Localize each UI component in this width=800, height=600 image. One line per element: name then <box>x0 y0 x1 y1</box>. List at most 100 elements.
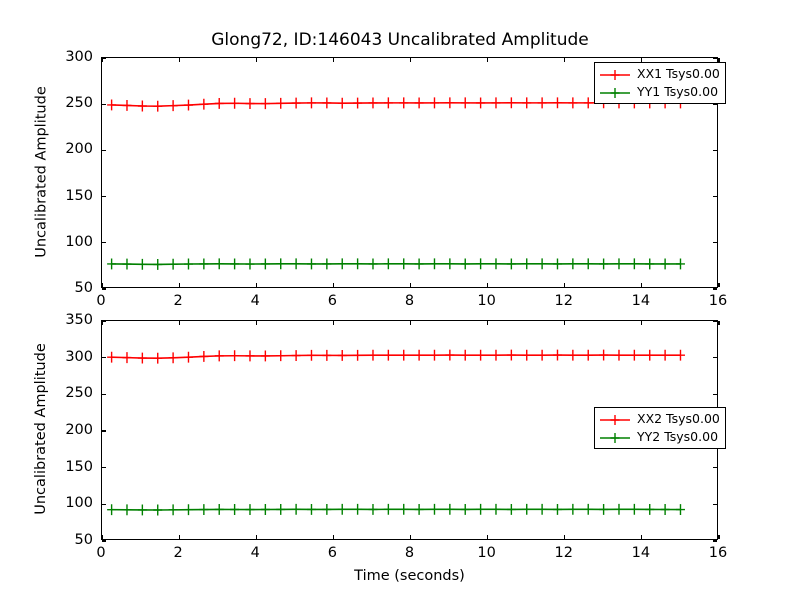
data-marker <box>537 349 547 361</box>
data-marker <box>199 504 209 516</box>
xtick-mark-top <box>718 321 720 325</box>
data-marker <box>153 352 163 364</box>
xtick-mark-top <box>641 321 643 325</box>
data-marker <box>383 97 393 109</box>
plot-area-bottom <box>107 349 685 516</box>
legend-row: YY1 Tsys0.00 <box>599 84 720 100</box>
xtick-mark-top <box>487 58 489 62</box>
data-marker <box>460 503 470 515</box>
ytick-label: 250 <box>65 385 93 402</box>
ytick-mark <box>102 430 106 432</box>
data-marker <box>599 503 609 515</box>
data-marker <box>414 97 424 109</box>
data-marker <box>260 504 270 515</box>
ytick-mark-right <box>713 467 717 469</box>
data-marker <box>230 504 240 515</box>
legend-row: YY2 Tsys0.00 <box>599 429 720 445</box>
xtick-mark-top <box>564 321 566 325</box>
data-marker <box>214 503 224 515</box>
data-marker <box>599 258 609 270</box>
plot-area-top <box>107 97 685 270</box>
xtick-mark <box>332 283 334 287</box>
ytick-label: 150 <box>65 187 93 204</box>
data-marker <box>337 258 347 270</box>
series-xx2 <box>107 349 685 364</box>
ytick-mark <box>102 242 106 244</box>
data-marker <box>645 349 655 361</box>
data-marker <box>276 350 286 362</box>
xtick-label: 6 <box>327 545 337 561</box>
ytick-mark <box>102 196 106 198</box>
chart-title: Glong72, ID:146043 Uncalibrated Amplitud… <box>211 30 589 50</box>
data-marker <box>168 352 178 364</box>
series-yy2 <box>107 503 685 516</box>
data-marker <box>306 349 316 361</box>
ytick-mark-right <box>713 393 717 395</box>
data-marker <box>107 504 117 516</box>
data-marker <box>460 349 470 361</box>
ytick-mark-right <box>713 540 717 542</box>
data-marker <box>306 97 316 109</box>
data-marker <box>353 97 363 109</box>
x-axis-label: Time (seconds) <box>354 568 465 584</box>
xtick-label: 14 <box>631 293 651 309</box>
data-marker <box>122 258 132 270</box>
legend-swatch-yy1-icon <box>599 85 631 99</box>
data-marker <box>476 349 486 361</box>
xtick-mark-top <box>332 58 334 62</box>
xtick-mark <box>101 283 103 287</box>
data-marker <box>291 258 301 270</box>
data-marker <box>245 504 255 516</box>
data-marker <box>230 97 240 109</box>
ytick-mark <box>102 540 106 542</box>
series-yy1 <box>107 258 685 270</box>
data-marker <box>675 258 685 270</box>
data-marker <box>552 258 562 270</box>
xtick-mark <box>564 283 566 287</box>
data-marker <box>614 503 624 515</box>
data-marker <box>153 504 163 516</box>
data-marker <box>183 99 193 111</box>
ytick-mark-right <box>713 320 717 322</box>
data-marker <box>353 503 363 515</box>
xtick-mark <box>332 535 334 539</box>
data-marker <box>368 503 378 515</box>
ytick-mark <box>102 467 106 469</box>
ytick-label: 50 <box>74 280 93 296</box>
data-marker <box>414 258 424 270</box>
data-marker <box>522 97 532 109</box>
data-marker <box>614 349 624 361</box>
xtick-mark-top <box>178 321 180 325</box>
data-marker <box>522 503 532 515</box>
data-marker <box>445 97 455 109</box>
data-marker <box>322 258 332 270</box>
xtick-mark-top <box>255 321 257 325</box>
xtick-mark <box>641 535 643 539</box>
data-marker <box>122 99 132 111</box>
xtick-mark <box>718 535 720 539</box>
data-marker <box>245 350 255 362</box>
xtick-mark <box>255 283 257 287</box>
data-marker <box>199 98 209 110</box>
data-marker <box>445 258 455 270</box>
data-marker <box>337 97 347 109</box>
data-marker <box>107 258 117 270</box>
xtick-mark <box>178 283 180 287</box>
data-marker <box>137 504 147 516</box>
data-marker <box>322 349 332 361</box>
ytick-label: 100 <box>65 233 93 250</box>
xtick-mark <box>101 535 103 539</box>
legend-top: XX1 Tsys0.00 YY1 Tsys0.00 <box>594 62 726 104</box>
xtick-label: 12 <box>554 293 573 309</box>
data-marker <box>445 349 455 361</box>
data-marker <box>260 98 270 110</box>
data-marker <box>629 349 639 361</box>
ytick-mark-right <box>713 149 717 151</box>
legend-swatch-xx1-icon <box>599 67 631 81</box>
xtick-mark-top <box>332 321 334 325</box>
data-marker <box>429 97 439 109</box>
data-marker <box>552 349 562 361</box>
xtick-mark <box>641 283 643 287</box>
data-marker <box>291 503 301 515</box>
